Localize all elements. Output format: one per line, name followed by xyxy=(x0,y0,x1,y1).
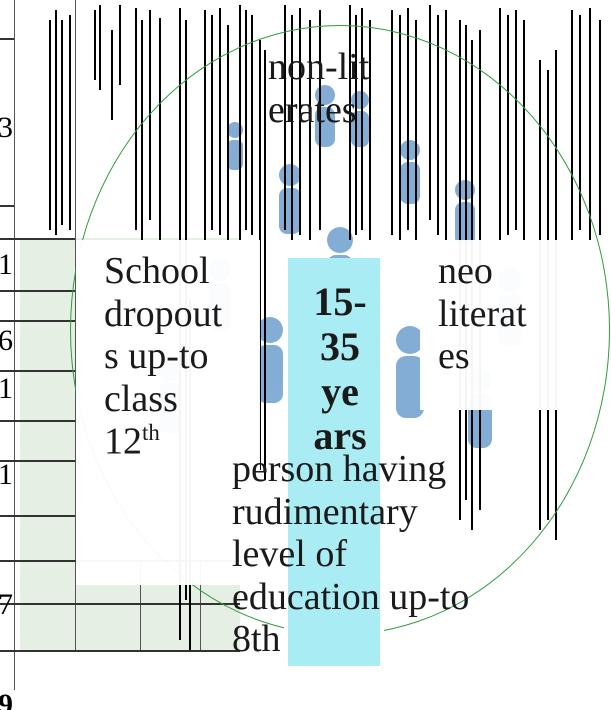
top-label: non-lit erates xyxy=(268,46,370,131)
bottom-label: person having rudimentary level of educa… xyxy=(232,448,470,661)
left-label-text: School dropout s up-to class 12 xyxy=(104,250,223,463)
right-label-panel xyxy=(420,240,560,410)
table-cell-number: 1 xyxy=(0,372,13,405)
table-cell-number: 3 xyxy=(0,111,13,144)
table-cell-number: 9 xyxy=(0,688,13,710)
left-label-superscript: th xyxy=(142,420,160,446)
left-label-panel xyxy=(76,240,260,585)
left-label: School dropout s up-to class 12th xyxy=(104,250,254,463)
right-label: neo literat es xyxy=(438,250,527,378)
table-cell-number: 1 xyxy=(0,458,13,491)
table-cell-number: 1 xyxy=(0,248,13,281)
center-label: 15- 35 ye ars xyxy=(313,279,367,459)
center-panel xyxy=(284,258,384,666)
table-cell-number: 7 xyxy=(0,588,13,621)
table-cell-number: 6 xyxy=(0,324,13,357)
